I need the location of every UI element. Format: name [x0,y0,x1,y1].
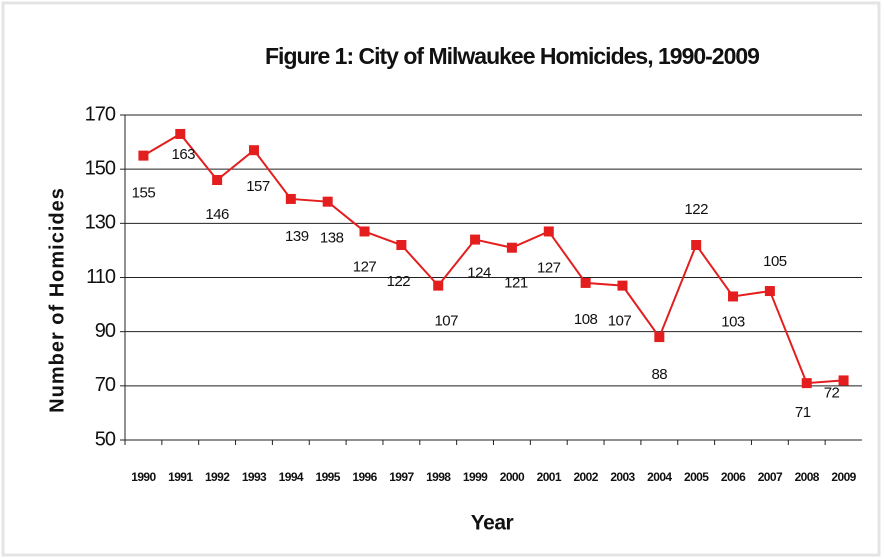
data-label: 121 [504,275,528,292]
x-tick-label: 1998 [426,470,451,484]
data-label: 127 [537,259,561,276]
marker [543,226,554,237]
data-label: 139 [285,228,309,245]
y-tick-label: 70 [95,374,116,396]
marker [838,375,849,386]
data-label: 107 [608,313,632,330]
data-label: 157 [246,178,270,195]
data-label: 107 [434,313,458,330]
x-tick-label: 2002 [573,470,598,484]
x-tick-label: 2001 [537,470,562,484]
marker [764,286,775,297]
line [142,132,844,385]
marker [801,378,812,389]
x-tick-label: 2004 [647,470,672,484]
data-label: 146 [205,206,229,223]
y-tick-label: 50 [95,428,116,450]
x-tick-label: 2009 [831,470,856,484]
y-tick-label: 110 [86,266,116,288]
y-tick-label: 150 [85,157,116,179]
marker [580,277,591,288]
marker [728,291,739,302]
marker [285,193,296,204]
data-label: 103 [721,313,745,330]
chart-title: Figure 1: City of Milwaukee Homicides, 1… [265,43,759,69]
x-tick-label: 1993 [242,470,267,484]
data-label: 127 [353,258,377,275]
x-tick-label: 1991 [168,470,193,484]
marker [138,150,149,161]
data-label: 122 [684,201,708,218]
marker [359,226,370,237]
marker [506,242,517,253]
marker [212,175,223,185]
x-tick-label: 1997 [389,470,414,484]
marker [248,145,259,156]
x-axis-label: Year [471,512,514,535]
data-label: 124 [467,265,491,282]
marker [691,240,702,250]
data-label: 155 [132,185,156,202]
y-tick-label: 170 [85,103,116,125]
x-tick-label: 1996 [352,470,377,484]
data-label: 105 [763,253,787,270]
marker [433,280,444,291]
data-label: 88 [651,366,667,383]
y-axis-label: Number of Homicides [46,187,68,413]
marker [396,240,407,250]
data-label: 108 [574,311,598,328]
y-tick-label: 130 [85,212,116,234]
x-tick-label: 2003 [610,470,635,484]
marker [175,128,186,139]
y-tick-label: 90 [95,320,116,342]
x-tick-label: 1995 [316,470,341,484]
data-label: 163 [172,146,196,163]
data-label: 138 [320,230,344,247]
x-tick-label: 2000 [500,470,525,484]
data-label: 71 [795,404,811,421]
marker [654,332,665,343]
data-label: 72 [824,384,840,401]
marker [617,280,628,291]
x-tick-label: 1999 [463,470,488,484]
x-tick-label: 1990 [131,470,156,484]
x-tick-label: 2007 [758,470,783,484]
x-tick-label: 1992 [205,470,230,484]
marker [322,196,333,207]
x-tick-label: 2005 [684,470,709,484]
x-tick-label: 2008 [795,470,820,484]
x-tick-label: 1994 [279,470,304,484]
data-label: 122 [387,273,411,290]
marker [470,234,481,245]
x-tick-label: 2006 [721,470,746,484]
